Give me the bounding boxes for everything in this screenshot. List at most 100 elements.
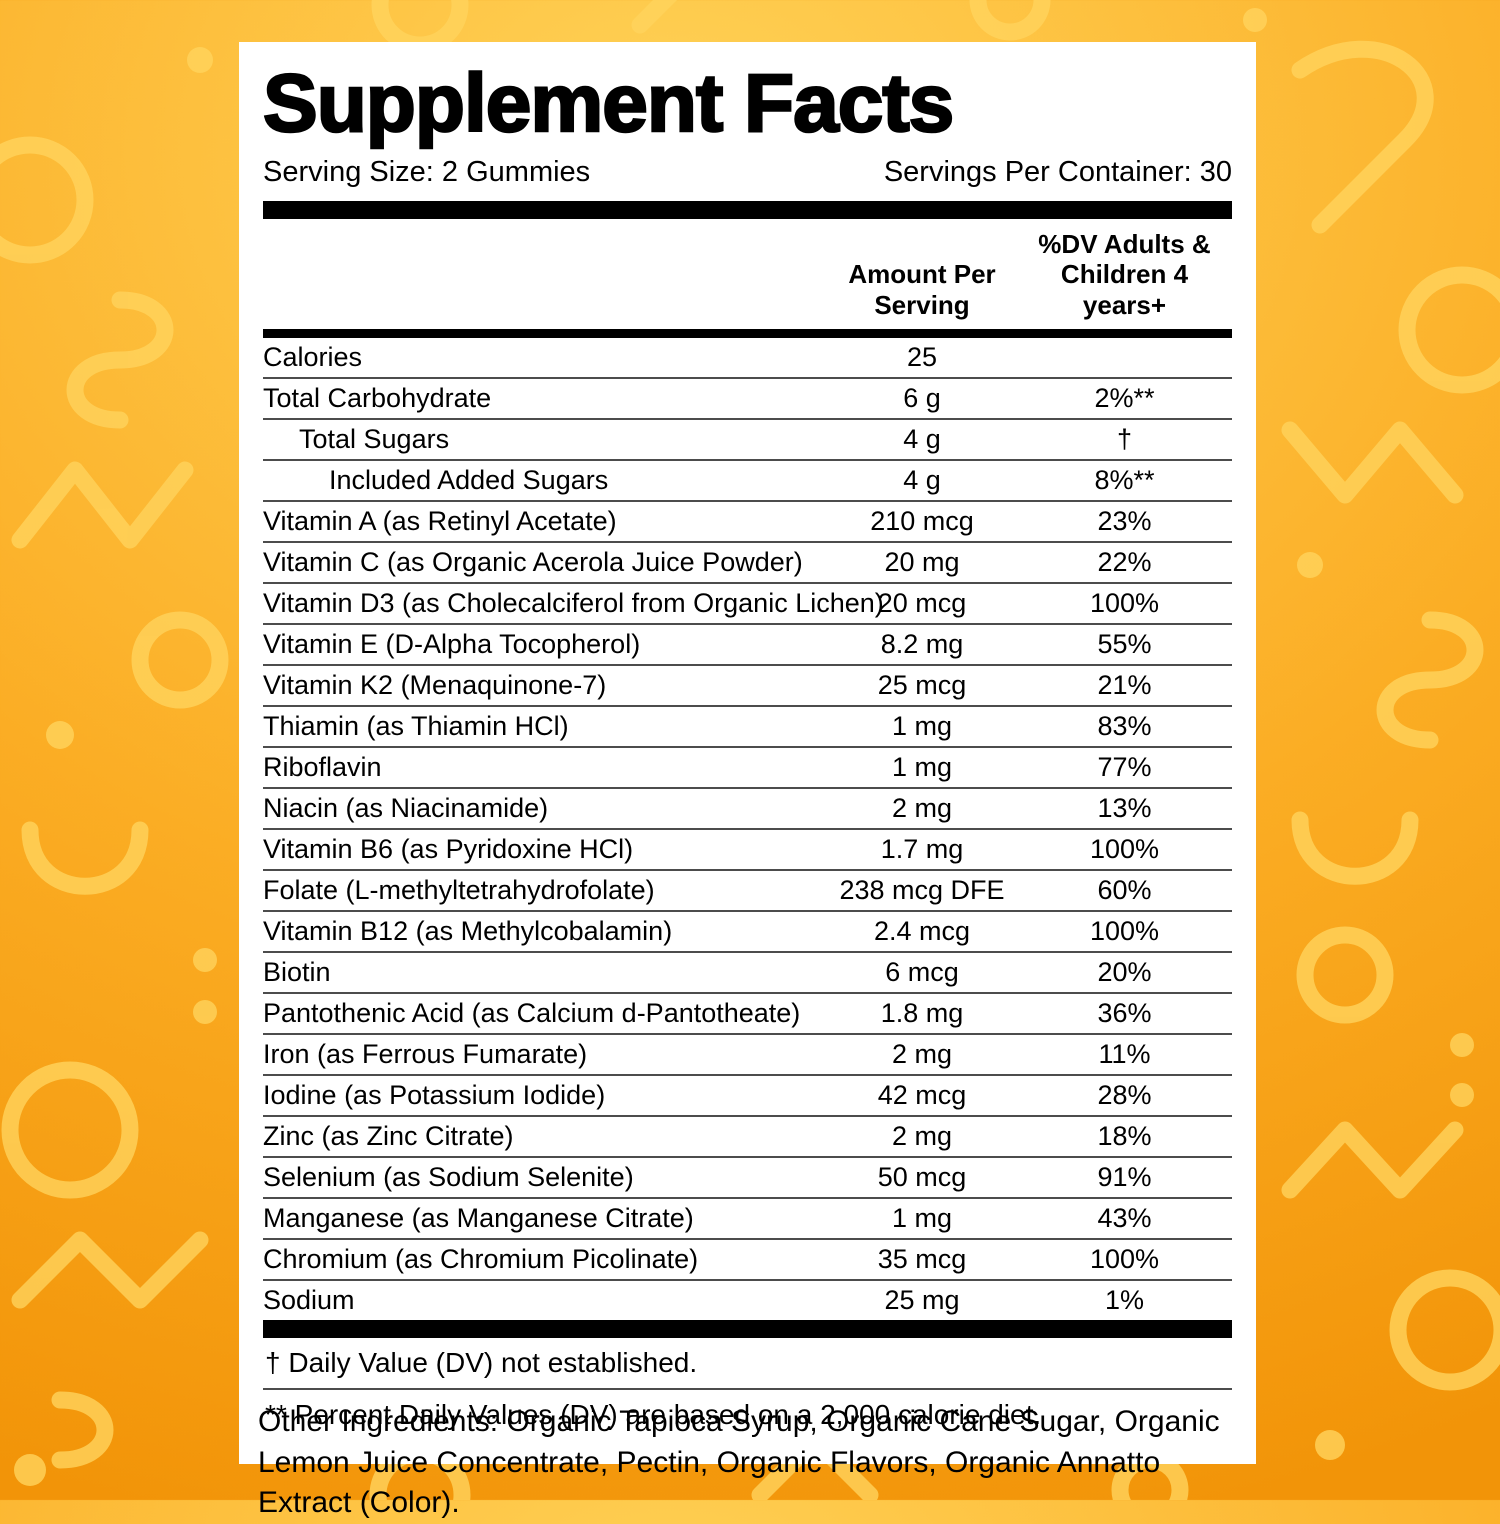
nutrient-amount: 2 mg — [891, 1038, 953, 1069]
nutrient-name: Vitamin E (D-Alpha Tocopherol) — [263, 628, 641, 659]
table-row: Folate (L-methyltetrahydrofolate) 238 mcg… — [263, 871, 1232, 912]
nutrient-table: Calories 25 Total Carbohydrate 6 g 2%** Total… — [263, 338, 1232, 1320]
nutrient-amount: 20 mg — [884, 546, 960, 577]
nutrient-name: Vitamin B6 (as Pyridoxine HCl) — [263, 833, 634, 864]
table-row: Vitamin B6 (as Pyridoxine HCl) 1.7 mg 100% — [263, 830, 1232, 871]
nutrient-name: Total Sugars — [299, 423, 450, 454]
footnote-percent-daily-values: ** Percent Daily Values (DV) are based o… — [265, 1398, 1042, 1430]
nutrient-amount: 42 mcg — [877, 1079, 967, 1110]
nutrient-amount: 2 mg — [891, 792, 953, 823]
nutrient-dv: 18% — [1097, 1120, 1152, 1151]
nutrient-name: Vitamin C (as Organic Acerola Juice Powd… — [263, 546, 803, 577]
table-row: Vitamin A (as Retinyl Acetate) 210 mcg 23% — [263, 502, 1232, 543]
table-row: Thiamin (as Thiamin HCl) 1 mg 83% — [263, 707, 1232, 748]
nutrient-name: Vitamin B12 (as Methylcobalamin) — [263, 915, 673, 946]
nutrient-amount: 238 mcg DFE — [839, 874, 1005, 905]
nutrient-amount: 25 — [906, 341, 938, 372]
table-row: Riboflavin 1 mg 77% — [263, 748, 1232, 789]
nutrient-name: Iron (as Ferrous Fumarate) — [263, 1038, 588, 1069]
footnote-dv-not-established: † Daily Value (DV) not established. — [263, 1338, 1232, 1390]
footnotes: † Daily Value (DV) not established. ** P… — [263, 1338, 1232, 1440]
table-row: Total Sugars 4 g † — [263, 420, 1232, 461]
nutrient-amount: 35 mcg — [877, 1243, 967, 1274]
nutrient-amount: 1.8 mg — [880, 997, 964, 1028]
nutrient-dv: 100% — [1089, 1243, 1160, 1274]
nutrient-amount: 50 mcg — [877, 1161, 967, 1192]
table-row: Niacin (as Niacinamide) 2 mg 13% — [263, 789, 1232, 830]
nutrient-name: Biotin — [263, 956, 331, 987]
nutrient-name: Chromium (as Chromium Picolinate) — [263, 1243, 699, 1274]
nutrient-name: Selenium (as Sodium Selenite) — [263, 1161, 634, 1192]
nutrient-amount: 6 g — [903, 382, 941, 413]
table-row: Sodium 25 mg 1% — [263, 1281, 1232, 1320]
divider-thick-bottom — [263, 1319, 1232, 1338]
nutrient-amount: 4 g — [903, 464, 941, 495]
nutrient-dv: 91% — [1097, 1161, 1152, 1192]
divider-thick-top — [263, 200, 1232, 219]
nutrient-name: Included Added Sugars — [329, 464, 609, 495]
nutrient-name: Pantothenic Acid (as Calcium d-Pantothea… — [263, 997, 801, 1028]
nutrient-name: Riboflavin — [263, 751, 382, 782]
daily-value-header: %DV Adults & Children 4 years+ — [1038, 228, 1211, 320]
nutrient-amount: 2 mg — [891, 1120, 953, 1151]
nutrient-name: Vitamin K2 (Menaquinone-7) — [263, 669, 607, 700]
table-row: Zinc (as Zinc Citrate) 2 mg 18% — [263, 1117, 1232, 1158]
nutrient-dv: 1% — [1104, 1284, 1145, 1315]
nutrient-dv: 77% — [1097, 751, 1152, 782]
nutrient-dv: 23% — [1097, 505, 1152, 536]
table-row: Vitamin D3 (as Cholecalciferol from Orga… — [263, 584, 1232, 625]
table-row: Vitamin C (as Organic Acerola Juice Powd… — [263, 543, 1232, 584]
nutrient-amount: 20 mcg — [877, 587, 967, 618]
table-row: Chromium (as Chromium Picolinate) 35 mcg 1… — [263, 1240, 1232, 1281]
table-row: Selenium (as Sodium Selenite) 50 mcg 91% — [263, 1158, 1232, 1199]
nutrient-name: Thiamin (as Thiamin HCl) — [263, 710, 569, 741]
table-row: Vitamin B12 (as Methylcobalamin) 2.4 mcg 1… — [263, 912, 1232, 953]
table-row: Iodine (as Potassium Iodide) 42 mcg 28% — [263, 1076, 1232, 1117]
nutrient-amount: 1.7 mg — [880, 833, 964, 864]
nutrient-name: Calories — [263, 341, 363, 372]
nutrient-amount: 25 mg — [884, 1284, 960, 1315]
nutrient-amount: 6 mcg — [885, 956, 959, 987]
table-header: Amount Per Serving %DV Adults & Children… — [263, 219, 1232, 329]
nutrient-amount: 210 mcg — [870, 505, 974, 536]
nutrient-amount: 1 mg — [891, 1202, 953, 1233]
nutrient-dv: 55% — [1097, 628, 1152, 659]
nutrient-dv: 22% — [1097, 546, 1152, 577]
nutrient-amount: 25 mcg — [877, 669, 967, 700]
table-row: Included Added Sugars 4 g 8%** — [263, 461, 1232, 502]
servings-per-container: Servings Per Container: 30 — [883, 155, 1232, 188]
nutrient-name: Total Carbohydrate — [263, 382, 492, 413]
table-row: Iron (as Ferrous Fumarate) 2 mg 11% — [263, 1035, 1232, 1076]
nutrient-dv: 100% — [1089, 915, 1160, 946]
nutrient-dv: 11% — [1098, 1038, 1151, 1069]
table-row: Total Carbohydrate 6 g 2%** — [263, 379, 1232, 420]
table-row: Vitamin E (D-Alpha Tocopherol) 8.2 mg 55% — [263, 625, 1232, 666]
nutrient-dv: 60% — [1097, 874, 1152, 905]
nutrient-name: Manganese (as Manganese Citrate) — [263, 1202, 694, 1233]
other-ingredients: Other Ingredients: Organic Tapioca Syrup… — [258, 1405, 1220, 1519]
nutrient-amount: 4 g — [903, 423, 941, 454]
nutrient-name: Iodine (as Potassium Iodide) — [263, 1079, 606, 1110]
nutrient-amount: 8.2 mg — [880, 628, 964, 659]
nutrient-amount: 1 mg — [891, 751, 953, 782]
nutrient-dv: 13% — [1097, 792, 1152, 823]
table-row: Calories 25 — [263, 338, 1232, 379]
nutrient-dv: 8%** — [1094, 464, 1155, 495]
nutrient-name: Niacin (as Niacinamide) — [263, 792, 549, 823]
nutrient-dv: 43% — [1097, 1202, 1152, 1233]
nutrient-amount: 1 mg — [891, 710, 953, 741]
nutrient-dv: † — [1116, 423, 1133, 454]
table-row: Manganese (as Manganese Citrate) 1 mg 43% — [263, 1199, 1232, 1240]
serving-size: Serving Size: 2 Gummies — [263, 155, 591, 188]
table-row: Biotin 6 mcg 20% — [263, 953, 1232, 994]
nutrient-name: Vitamin A (as Retinyl Acetate) — [263, 505, 617, 536]
nutrient-dv: 20% — [1097, 956, 1152, 987]
nutrient-dv: 100% — [1089, 587, 1160, 618]
nutrient-name: Sodium — [263, 1284, 355, 1315]
nutrient-dv: 28% — [1097, 1079, 1152, 1110]
nutrient-name: Folate (L-methyltetrahydrofolate) — [263, 874, 655, 905]
divider-medium — [263, 328, 1232, 338]
table-row: Vitamin K2 (Menaquinone-7) 25 mcg 21% — [263, 666, 1232, 707]
table-row: Pantothenic Acid (as Calcium d-Pantothea… — [263, 994, 1232, 1035]
